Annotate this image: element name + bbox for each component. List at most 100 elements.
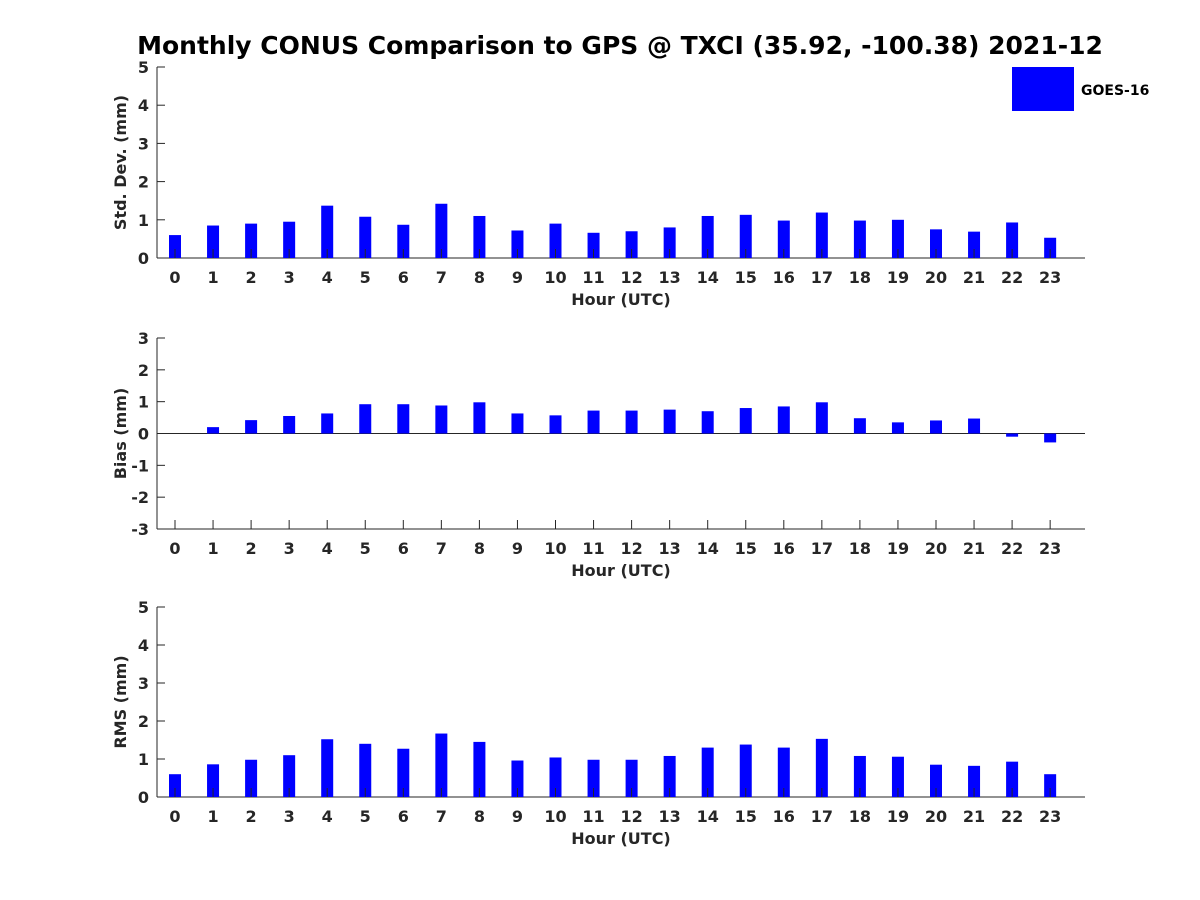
bias-bar-hour-11: [587, 410, 600, 434]
rms-x-tick-label: 18: [849, 807, 871, 826]
std-dev-bar-hour-15: [739, 214, 752, 258]
bias-x-tick-label: 4: [322, 539, 333, 558]
bias-bar-hour-1: [207, 427, 220, 434]
rms-bar-hour-15: [739, 744, 752, 797]
rms-bar-hour-18: [853, 755, 866, 797]
rms-x-tick-label: 3: [284, 807, 295, 826]
rms-bar-hour-16: [777, 747, 790, 797]
rms-x-tick-label: 5: [360, 807, 371, 826]
rms-bar-hour-7: [435, 733, 448, 797]
rms-x-tick-label: 20: [925, 807, 947, 826]
bias-bar-hour-12: [625, 410, 638, 434]
std-dev-y-tick-label: 1: [138, 211, 149, 230]
rms-bar-hour-8: [473, 741, 486, 797]
bias-y-axis-label: Bias (mm): [111, 388, 130, 480]
rms-x-tick-label: 9: [512, 807, 523, 826]
bias-x-tick-label: 12: [620, 539, 642, 558]
std-dev-bar-hour-6: [397, 224, 410, 258]
std-dev-bar-hour-7: [435, 203, 448, 258]
figure-title: Monthly CONUS Comparison to GPS @ TXCI (…: [137, 31, 1103, 60]
std-dev-y-tick-label: 2: [138, 173, 149, 192]
std-dev-x-tick-label: 4: [322, 268, 333, 287]
bias-bar-hour-19: [891, 422, 904, 434]
bias-y-tick-label: 2: [138, 361, 149, 380]
bias-bar-hour-2: [245, 420, 258, 434]
std-dev-x-tick-label: 2: [246, 268, 257, 287]
bias-x-tick-label: 5: [360, 539, 371, 558]
rms-x-tick-label: 6: [398, 807, 409, 826]
bias-x-tick-label: 20: [925, 539, 947, 558]
rms-x-tick-label: 10: [544, 807, 566, 826]
bias-bar-hour-4: [321, 413, 334, 434]
rms-x-tick-label: 17: [811, 807, 833, 826]
rms-bar-hour-19: [891, 756, 904, 797]
bias-bar-hour-15: [739, 408, 752, 434]
std-dev-bar-hour-12: [625, 231, 638, 258]
rms-x-tick-label: 4: [322, 807, 333, 826]
bias-y-tick-label: 0: [138, 425, 149, 444]
rms-x-tick-label: 23: [1039, 807, 1061, 826]
std-dev-x-tick-label: 23: [1039, 268, 1061, 287]
std-dev-x-tick-label: 5: [360, 268, 371, 287]
rms-bar-hour-2: [245, 759, 258, 797]
bias-x-tick-label: 14: [697, 539, 719, 558]
rms-x-tick-label: 22: [1001, 807, 1023, 826]
bias-bar-hour-5: [359, 404, 372, 434]
std-dev-x-tick-label: 15: [735, 268, 757, 287]
rms-y-tick-label: 1: [138, 750, 149, 769]
bias-bar-hour-22: [1006, 433, 1019, 437]
bias-x-tick-label: 1: [207, 539, 218, 558]
bias-y-tick-label: 3: [138, 329, 149, 348]
std-dev-x-tick-label: 16: [773, 268, 795, 287]
std-dev-bar-hour-9: [511, 230, 524, 258]
rms-x-tick-label: 21: [963, 807, 985, 826]
std-dev-bar-hour-22: [1006, 222, 1019, 258]
bias-x-tick-label: 19: [887, 539, 909, 558]
rms-x-tick-label: 1: [207, 807, 218, 826]
std-dev-x-axis-label: Hour (UTC): [571, 290, 671, 309]
bias-bar-hour-14: [701, 411, 714, 434]
bias-x-tick-label: 10: [544, 539, 566, 558]
bias-x-tick-label: 17: [811, 539, 833, 558]
bias-bar-hour-3: [283, 415, 296, 434]
rms-y-tick-label: 0: [138, 788, 149, 807]
std-dev-x-tick-label: 8: [474, 268, 485, 287]
rms-y-tick-label: 3: [138, 674, 149, 693]
rms-bar-hour-5: [359, 743, 372, 797]
rms-bar-hour-3: [283, 755, 296, 797]
rms-x-tick-label: 2: [246, 807, 257, 826]
bias-y-tick-label: -2: [131, 488, 149, 507]
std-dev-x-tick-label: 22: [1001, 268, 1023, 287]
bias-bar-hour-21: [968, 418, 981, 434]
rms-bar-hour-1: [207, 764, 220, 797]
rms-bar-hour-21: [968, 765, 981, 797]
std-dev-bar-hour-17: [815, 212, 828, 258]
legend-label: GOES-16: [1081, 83, 1149, 99]
std-dev-bar-hour-21: [968, 231, 981, 258]
rms-bar-hour-10: [549, 757, 562, 797]
bias-x-tick-label: 7: [436, 539, 447, 558]
rms-bar-hour-22: [1006, 761, 1019, 797]
std-dev-x-tick-label: 19: [887, 268, 909, 287]
std-dev-bar-hour-14: [701, 215, 714, 258]
std-dev-bar-hour-23: [1044, 237, 1057, 258]
rms-x-tick-label: 8: [474, 807, 485, 826]
std-dev-x-tick-label: 20: [925, 268, 947, 287]
bias-x-tick-label: 15: [735, 539, 757, 558]
std-dev-bar-hour-0: [169, 235, 181, 258]
bias-x-tick-label: 21: [963, 539, 985, 558]
bias-x-tick-label: 2: [246, 539, 257, 558]
std-dev-x-tick-label: 3: [284, 268, 295, 287]
bias-bar-hour-20: [930, 420, 942, 434]
std-dev-bar-hour-4: [321, 205, 334, 258]
std-dev-x-tick-label: 13: [659, 268, 681, 287]
bias-bar-hour-6: [397, 404, 410, 434]
rms-bar-hour-6: [397, 748, 410, 797]
rms-y-axis-label: RMS (mm): [111, 655, 130, 748]
std-dev-bar-hour-1: [207, 225, 220, 258]
std-dev-bar-hour-5: [359, 216, 372, 258]
bias-y-tick-label: -3: [131, 520, 149, 539]
bias-x-axis-label: Hour (UTC): [571, 561, 671, 580]
std-dev-bar-hour-3: [283, 221, 296, 258]
